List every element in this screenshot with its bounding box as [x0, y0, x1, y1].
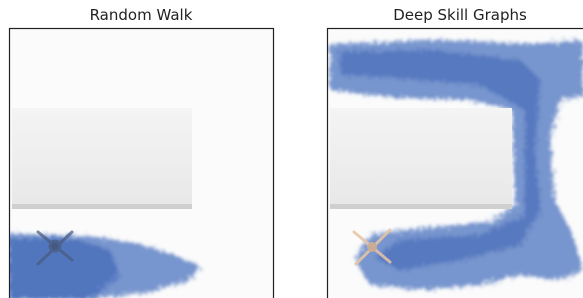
panel-deep-skill-graphs [328, 29, 583, 298]
wall [12, 108, 192, 206]
panel-title: Random Walk [90, 6, 193, 24]
wall-shadow [330, 204, 512, 209]
figure: Random Walk Deep Skill Graphs [0, 0, 583, 298]
wall-shadow [12, 204, 192, 209]
panel-title: Deep Skill Graphs [393, 6, 527, 24]
wall [330, 108, 512, 206]
panel-random-walk [8, 29, 273, 298]
